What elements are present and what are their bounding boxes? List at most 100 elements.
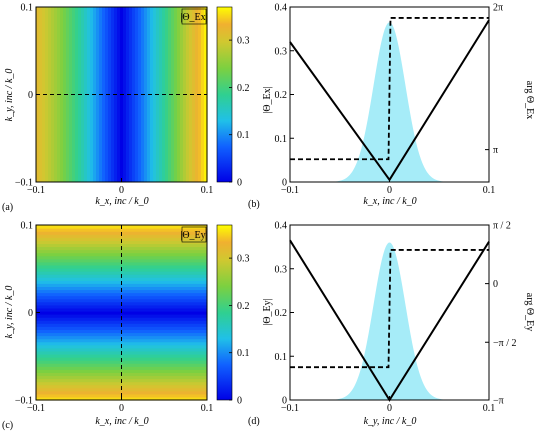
heatmap-strip xyxy=(153,7,157,182)
panel-c: −0.1 0 0.1 −0.1 0 0.1 0 0.1 0.2 0.3 |Θ_Ey| k_x, … xyxy=(2,221,250,432)
heatmap-strip xyxy=(102,7,106,182)
heatmap-strip xyxy=(36,249,207,254)
y-axis-right-label-d: arg Θ_Ey xyxy=(524,293,535,331)
colorbar-label-box-a xyxy=(181,8,207,25)
y-axis-right-label-b: arg Θ_Ex xyxy=(524,81,535,119)
heatmap-strip xyxy=(36,332,207,337)
y-tick-label: 0 xyxy=(28,90,33,101)
y-tick-label: 0.4 xyxy=(275,3,288,14)
heatmap-strip xyxy=(180,7,184,182)
heatmap-strip xyxy=(36,277,207,281)
colorbar-tick-label: 0.3 xyxy=(237,36,250,47)
heatmap-strip xyxy=(123,7,127,182)
colorbar-tick-label: 0 xyxy=(237,178,242,189)
heatmap-strip xyxy=(36,381,207,386)
colorbar-tick-label: 0 xyxy=(237,396,242,407)
y-tick-label: 0.3 xyxy=(275,46,288,57)
heatmap-strip xyxy=(36,363,207,367)
heatmap-strip xyxy=(36,369,207,373)
ticks-a: −0.1 0 0.1 −0.1 0 0.1 xyxy=(15,3,213,197)
y-axis-left-label-b: |Θ_Ex| xyxy=(262,86,273,113)
y-tick-label: 0.3 xyxy=(275,264,288,275)
heatmap-strip xyxy=(111,7,115,182)
heatmap-strip xyxy=(96,7,100,182)
panel-label-a: (a) xyxy=(2,202,13,213)
heatmap-strip xyxy=(60,7,64,182)
heatmap-strip xyxy=(36,243,207,248)
colorbar-a xyxy=(216,6,233,183)
heatmap-strip xyxy=(36,375,207,380)
y-tick-label: 0.1 xyxy=(275,134,288,145)
y-tick-label: 0.2 xyxy=(275,90,288,101)
heatmap-strip xyxy=(159,7,163,182)
colorbar-tick-label: 0.2 xyxy=(237,83,250,94)
colorbar-tick-label: 0.1 xyxy=(237,130,250,141)
heatmap-strip xyxy=(69,7,73,182)
heatmap-strip xyxy=(36,264,207,269)
heatmap-strip xyxy=(138,7,142,182)
heatmap-strip xyxy=(36,347,207,352)
x-axis-label-c: k_x, inc / k_0 xyxy=(95,416,148,427)
heatmap-strip xyxy=(75,7,79,182)
x-axis-label-d: k_y, inc / k_0 xyxy=(364,416,417,427)
dashed-line-d xyxy=(290,249,489,369)
right-y-tick-label: 0 xyxy=(493,279,498,290)
heatmap-strip xyxy=(144,7,148,182)
heatmap-strip xyxy=(36,390,207,395)
panel-label-d: (d) xyxy=(248,416,260,427)
x-tick-label: 0.1 xyxy=(483,403,496,414)
heatmap-strip xyxy=(36,292,207,297)
y-tick-label: 0.1 xyxy=(21,3,34,14)
colorbar-ticks-a: 0 0.1 0.2 0.3 xyxy=(229,36,250,189)
heatmap-strip xyxy=(54,7,58,182)
heatmap-strip xyxy=(174,7,178,182)
colorbar-label-box-c xyxy=(181,226,207,243)
panel-label-b: (b) xyxy=(248,199,260,210)
heatmap-strip xyxy=(132,7,136,182)
x-axis-label-a: k_x, inc / k_0 xyxy=(95,196,148,207)
panel-a: −0.1 0 0.1 −0.1 0 0.1 0 0.1 0.2 0.3 |Θ_Ex| k_x, … xyxy=(2,3,250,214)
heatmap-strip xyxy=(36,271,207,275)
heatmap-strip xyxy=(81,7,85,182)
x-tick-label: 0.1 xyxy=(201,403,214,414)
ticks-c: −0.1 0 0.1 −0.1 0 0.1 xyxy=(15,221,213,415)
heatmap-strip xyxy=(36,234,207,238)
right-y-tick-label: π / 2 xyxy=(493,221,511,232)
y-axis-left-label-d: |Θ_Ey| xyxy=(262,298,273,325)
colorbar-label-c: |Θ_Ey| xyxy=(180,230,207,241)
heatmap-strip xyxy=(36,298,207,303)
x-tick-label: −0.1 xyxy=(27,403,45,414)
y-tick-label: 0 xyxy=(28,308,33,319)
colorbar-c xyxy=(216,224,233,401)
y-axis-label-a: k_y, inc / k_0 xyxy=(4,69,15,122)
panel-label-c: (c) xyxy=(2,420,13,431)
x-tick-label: 0 xyxy=(387,185,392,196)
heatmap-strip xyxy=(36,353,207,358)
x-tick-label: 0.1 xyxy=(201,185,214,196)
heatmap-strip xyxy=(186,7,190,182)
heatmap-strip xyxy=(201,7,205,182)
y-tick-label: 0.1 xyxy=(21,221,34,232)
y-tick-label: −0.1 xyxy=(15,396,33,407)
colorbar-tick-label: 0.1 xyxy=(237,348,250,359)
colorbar-ticks-c: 0 0.1 0.2 0.3 xyxy=(229,254,250,407)
heatmap-strip xyxy=(39,7,43,182)
right-y-tick-label: −π / 2 xyxy=(493,338,516,349)
heatmap-strip xyxy=(36,283,207,288)
x-tick-label: −0.1 xyxy=(27,185,45,196)
ticks-d: −0.1 0 0.100.10.20.30.4−π−π / 20π / 2 xyxy=(275,221,517,415)
dashed-line-b xyxy=(290,17,489,161)
colorbar-label-a: |Θ_Ex| xyxy=(180,12,207,23)
heatmap-strip xyxy=(36,341,207,346)
x-tick-label: 0.1 xyxy=(483,185,496,196)
x-tick-label: 0 xyxy=(387,403,392,414)
colorbar-tick-label: 0.3 xyxy=(237,254,250,265)
y-tick-label: 0.1 xyxy=(275,352,288,363)
y-tick-label: −0.1 xyxy=(15,178,33,189)
right-y-tick-label: π xyxy=(493,145,498,156)
heatmap-strip xyxy=(36,228,207,232)
y-tick-label: 0 xyxy=(282,178,287,189)
